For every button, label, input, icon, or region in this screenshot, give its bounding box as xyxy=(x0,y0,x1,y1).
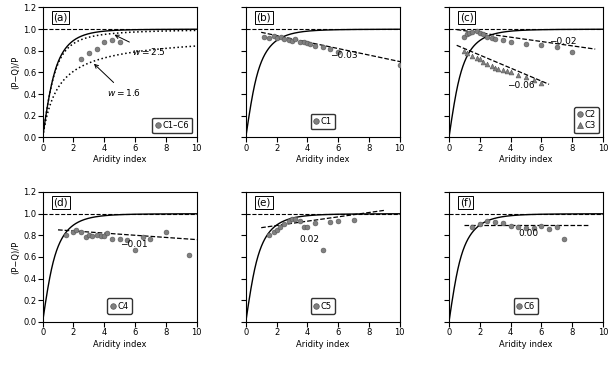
X-axis label: Aridity index: Aridity index xyxy=(93,155,146,164)
X-axis label: Aridity index: Aridity index xyxy=(296,340,350,349)
X-axis label: Aridity index: Aridity index xyxy=(499,155,553,164)
Text: (a): (a) xyxy=(54,13,68,23)
Text: (f): (f) xyxy=(460,197,471,207)
X-axis label: Aridity index: Aridity index xyxy=(296,155,350,164)
Text: (b): (b) xyxy=(256,13,271,23)
Text: 0.02: 0.02 xyxy=(300,235,320,244)
Y-axis label: (P−Q)/P: (P−Q)/P xyxy=(12,240,20,273)
Text: $w=1.6$: $w=1.6$ xyxy=(94,64,141,98)
Text: −0.06: −0.06 xyxy=(507,81,535,90)
Text: (d): (d) xyxy=(54,197,68,207)
X-axis label: Aridity index: Aridity index xyxy=(499,340,553,349)
Text: (e): (e) xyxy=(256,197,271,207)
Legend: C1: C1 xyxy=(311,114,335,129)
Legend: C1–C6: C1–C6 xyxy=(152,118,192,133)
Text: −0.01: −0.01 xyxy=(119,240,147,249)
Legend: C5: C5 xyxy=(311,298,335,314)
Legend: C4: C4 xyxy=(107,298,132,314)
X-axis label: Aridity index: Aridity index xyxy=(93,340,146,349)
Text: $w=2.5$: $w=2.5$ xyxy=(115,35,166,57)
Legend: C6: C6 xyxy=(513,298,538,314)
Text: −0.03: −0.03 xyxy=(331,51,358,60)
Legend: C2, C3: C2, C3 xyxy=(574,107,599,133)
Text: (c): (c) xyxy=(460,13,474,23)
Text: −0.02: −0.02 xyxy=(549,37,577,46)
Text: 0.00: 0.00 xyxy=(518,229,538,238)
Y-axis label: (P−Q)/P: (P−Q)/P xyxy=(12,56,20,89)
